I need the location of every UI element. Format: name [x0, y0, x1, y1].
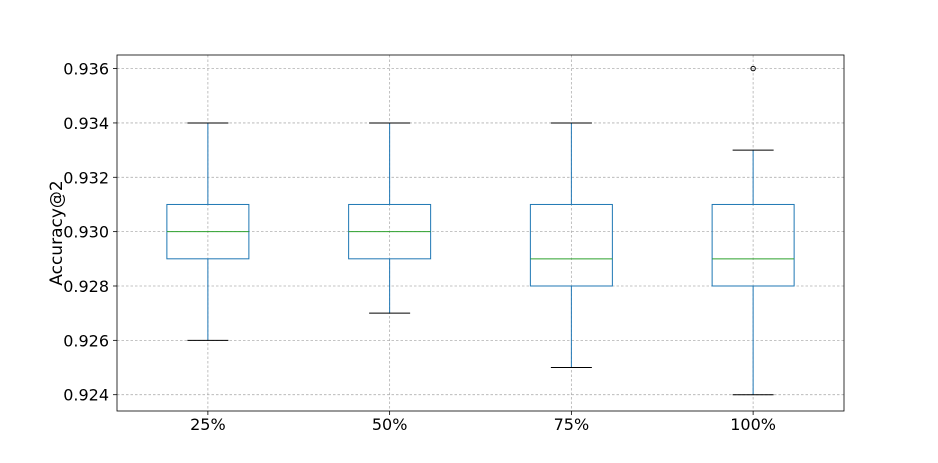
box-2	[348, 122, 432, 314]
x-tick-label: 50%	[372, 415, 408, 434]
y-tick-label: 0.926	[63, 331, 109, 350]
box-series	[166, 65, 795, 396]
x-tick-label: 100%	[730, 415, 776, 434]
y-tick-label: 0.932	[63, 168, 109, 187]
y-tick-label: 0.928	[63, 277, 109, 296]
plot-background	[117, 55, 844, 411]
y-axis-label: Accuracy@2	[47, 180, 67, 285]
y-tick-label: 0.934	[63, 114, 109, 133]
x-tick-label: 75%	[554, 415, 590, 434]
iqr-box	[711, 203, 795, 287]
plot-frame	[116, 54, 845, 412]
x-axis: 25% 50% 75% 100%	[190, 411, 776, 434]
x-tick-label: 25%	[190, 415, 226, 434]
box-4	[711, 65, 795, 396]
y-tick-label: 0.924	[63, 386, 109, 405]
grid-lines	[117, 55, 844, 411]
outlier-point	[750, 65, 756, 72]
y-tick-label: 0.936	[63, 60, 109, 79]
y-axis: 0.924 0.926 0.928 0.930 0.932 0.934 0.936	[63, 60, 117, 405]
y-tick-label: 0.930	[63, 223, 109, 242]
box-3	[529, 122, 613, 369]
box-1	[166, 122, 250, 341]
iqr-box	[529, 203, 613, 287]
